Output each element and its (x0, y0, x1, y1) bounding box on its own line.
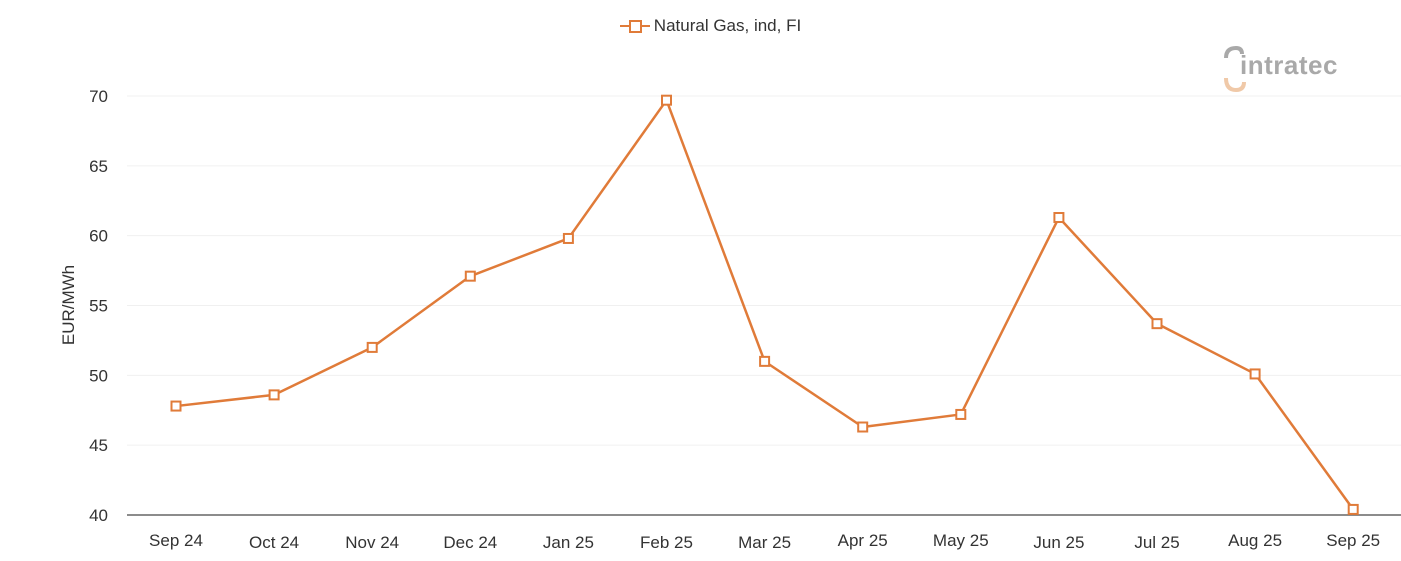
chart-legend[interactable]: Natural Gas, ind, FI (0, 16, 1401, 36)
x-tick-label: Apr 25 (838, 531, 888, 550)
data-point-square-icon[interactable] (857, 421, 869, 433)
x-tick-label: Jun 25 (1033, 533, 1084, 552)
data-point-square-icon[interactable] (170, 400, 182, 412)
x-tick-label: Jan 25 (543, 533, 594, 552)
y-tick-label: 50 (89, 366, 108, 385)
data-point-square-icon[interactable] (1249, 368, 1261, 380)
intratec-logo: intratec (1222, 44, 1372, 96)
x-tick-label: Sep 25 (1326, 531, 1380, 550)
y-tick-label: 65 (89, 157, 108, 176)
data-point-square-icon[interactable] (759, 355, 771, 367)
data-point-square-icon[interactable] (1151, 318, 1163, 330)
x-tick-label: Mar 25 (738, 533, 791, 552)
data-point-square-icon[interactable] (366, 341, 378, 353)
x-tick-label: Aug 25 (1228, 531, 1282, 550)
data-point-square-icon[interactable] (955, 408, 967, 420)
x-tick-label: Nov 24 (345, 533, 399, 552)
y-tick-label: 70 (89, 87, 108, 106)
y-tick-label: 45 (89, 436, 108, 455)
logo-mark-icon (1224, 45, 1246, 93)
legend-square-marker-icon (619, 19, 650, 33)
y-axis: 40 45 50 55 60 65 70 (89, 87, 108, 525)
x-axis: Sep 24 Oct 24 Nov 24 Dec 24 Jan 25 Feb 25 Mar … (127, 514, 1401, 552)
data-point-square-icon[interactable] (562, 232, 574, 244)
data-point-square-icon[interactable] (661, 94, 672, 106)
y-tick-label: 60 (89, 227, 108, 246)
x-tick-label: Feb 25 (640, 533, 693, 552)
data-point-square-icon[interactable] (464, 270, 476, 282)
data-point-square-icon[interactable] (1347, 503, 1359, 515)
x-tick-label: Dec 24 (443, 533, 497, 552)
x-tick-label: Sep 24 (149, 531, 203, 550)
y-axis-title: EUR/MWh (59, 265, 78, 345)
gridlines (127, 95, 1401, 446)
logo-text: intratec (1240, 50, 1338, 80)
y-tick-label: 55 (89, 297, 108, 316)
series-natural-gas[interactable] (170, 94, 1359, 515)
x-tick-label: May 25 (933, 531, 989, 550)
data-point-square-icon[interactable] (1053, 212, 1065, 224)
legend-series-label: Natural Gas, ind, FI (653, 16, 802, 35)
x-tick-label: Oct 24 (249, 533, 299, 552)
data-point-square-icon[interactable] (268, 389, 280, 401)
x-tick-label: Jul 25 (1134, 533, 1179, 552)
series-line (175, 98, 1355, 511)
y-tick-label: 40 (89, 506, 108, 525)
